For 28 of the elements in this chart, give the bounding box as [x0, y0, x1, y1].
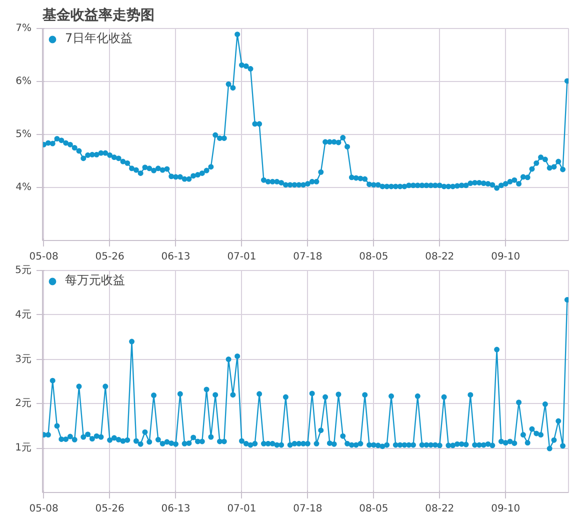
chart-title: 基金收益率走势图: [42, 6, 154, 24]
y-tick-label: 4%: [16, 182, 32, 193]
y-tick-label: 6%: [16, 76, 32, 87]
x-tick-label: 08-22: [425, 252, 454, 262]
x-tick-label: 09-10: [491, 504, 520, 514]
x-tick-label: 09-10: [491, 252, 520, 262]
x-tick-label: 06-13: [161, 504, 190, 514]
x-tick-label: 08-22: [425, 504, 454, 514]
x-tick-label: 07-18: [293, 252, 322, 262]
x-tick-label: 05-08: [29, 504, 58, 514]
x-tick-label: 05-08: [29, 252, 58, 262]
x-tick-label: 08-05: [359, 504, 388, 514]
y-tick-label: 4元: [15, 309, 32, 320]
x-tick-label: 05-26: [95, 504, 124, 514]
x-tick-label: 06-13: [161, 252, 190, 262]
y-tick-label: 3元: [15, 354, 32, 365]
y-tick-label: 2元: [15, 398, 32, 410]
y-tick-label: 5%: [16, 129, 32, 140]
x-tick-label: 08-05: [359, 252, 388, 262]
y-tick-label: 5元: [15, 265, 32, 276]
y-tick-label: 1元: [15, 442, 32, 454]
legend-label: 7日年化收益: [65, 30, 133, 47]
x-tick-label: 05-26: [95, 252, 124, 262]
y-tick-label: 7%: [16, 23, 32, 34]
x-tick-label: 07-01: [227, 504, 256, 514]
x-tick-label: 07-01: [227, 252, 256, 262]
x-tick-label: 07-18: [293, 504, 322, 514]
legend-label: 每万元收益: [65, 272, 125, 289]
